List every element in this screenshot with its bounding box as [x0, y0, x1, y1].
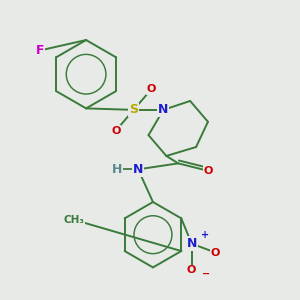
- Text: N: N: [133, 163, 143, 176]
- Text: S: S: [129, 103, 138, 116]
- Text: N: N: [158, 103, 169, 116]
- Text: +: +: [201, 230, 209, 240]
- Text: O: O: [111, 126, 121, 136]
- Text: H: H: [112, 163, 122, 176]
- Text: N: N: [186, 237, 197, 250]
- Text: O: O: [187, 266, 196, 275]
- Text: F: F: [36, 44, 44, 57]
- Text: CH₃: CH₃: [64, 215, 85, 225]
- Text: O: O: [203, 166, 213, 176]
- Text: O: O: [147, 84, 156, 94]
- Text: O: O: [211, 248, 220, 257]
- Text: −: −: [202, 268, 211, 278]
